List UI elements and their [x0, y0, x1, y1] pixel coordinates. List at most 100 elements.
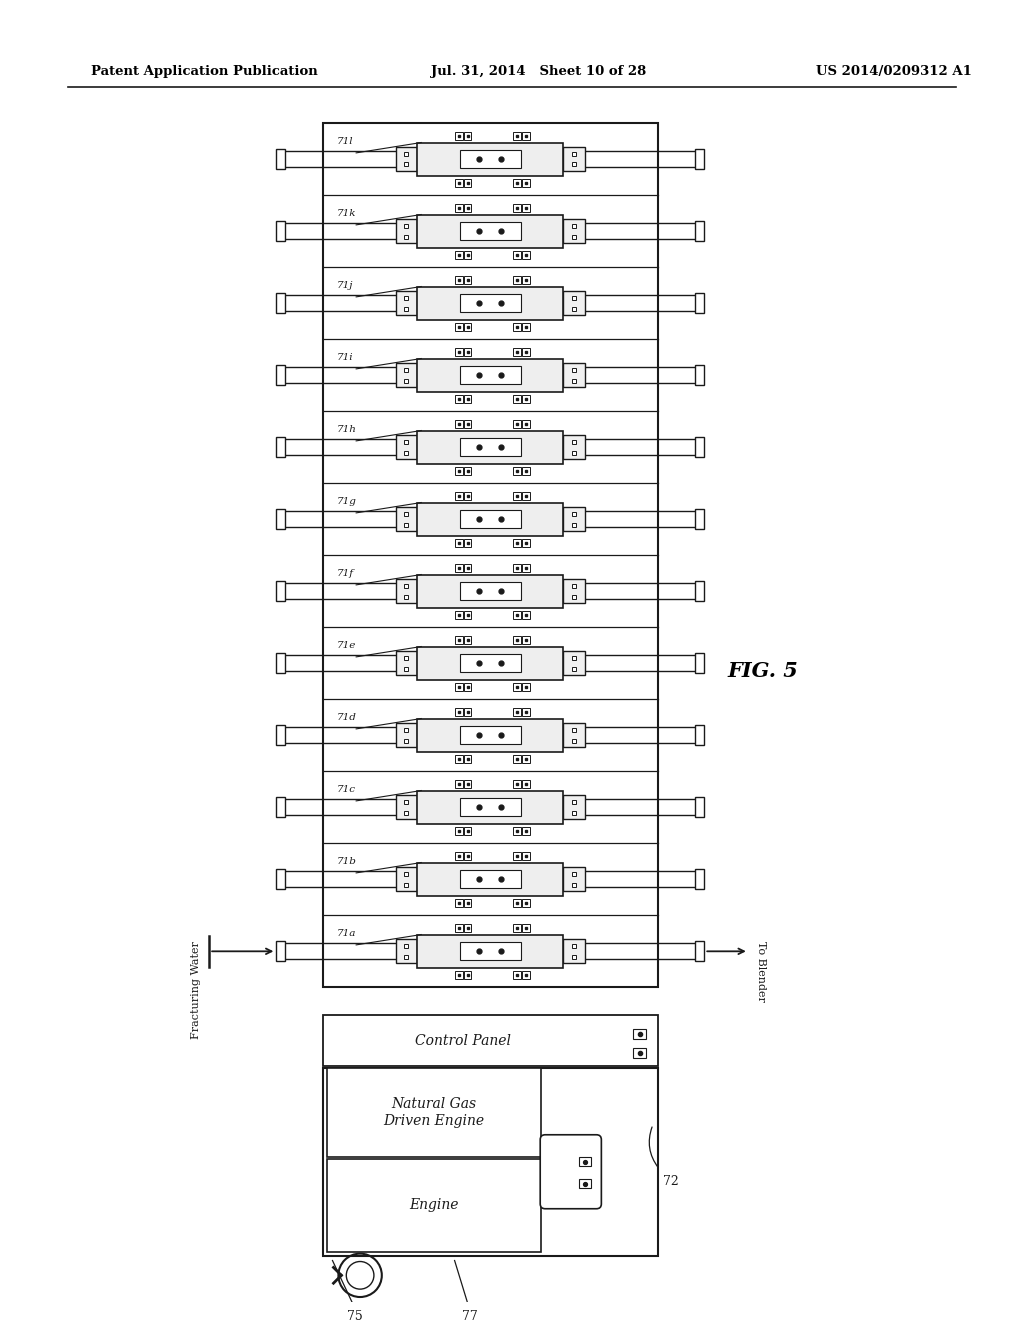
Bar	[276, 222, 285, 242]
Bar	[460, 726, 521, 744]
Bar	[455, 132, 463, 140]
Bar	[513, 636, 521, 644]
Bar	[513, 780, 521, 788]
Bar	[513, 755, 521, 763]
Bar	[563, 867, 585, 891]
Bar	[455, 682, 463, 690]
Bar	[522, 972, 529, 979]
Bar	[460, 511, 521, 528]
Bar	[522, 251, 529, 259]
Bar	[563, 652, 585, 675]
Bar	[455, 491, 463, 499]
Bar	[522, 132, 529, 140]
Bar	[522, 347, 529, 355]
Text: 71h: 71h	[337, 425, 356, 434]
Bar	[455, 755, 463, 763]
Bar	[522, 708, 529, 715]
Bar	[522, 491, 529, 499]
Bar	[563, 148, 585, 172]
Bar	[276, 510, 285, 529]
Bar	[563, 292, 585, 315]
Bar	[513, 347, 521, 355]
Bar	[464, 899, 471, 907]
Bar	[522, 924, 529, 932]
Bar	[464, 323, 471, 331]
Text: Control Panel: Control Panel	[416, 1034, 511, 1048]
Bar	[460, 655, 521, 672]
Bar	[464, 755, 471, 763]
Bar	[513, 420, 521, 428]
Bar	[464, 780, 471, 788]
Bar	[464, 636, 471, 644]
Bar	[395, 867, 418, 891]
Text: 71g: 71g	[337, 498, 356, 506]
Bar	[522, 636, 529, 644]
Bar	[522, 851, 529, 859]
Bar	[695, 653, 705, 673]
Bar	[327, 1068, 542, 1156]
Bar	[276, 437, 285, 457]
Bar	[464, 972, 471, 979]
Bar	[455, 203, 463, 211]
Bar	[513, 924, 521, 932]
Bar	[695, 437, 705, 457]
Bar	[513, 611, 521, 619]
Text: 71f: 71f	[337, 569, 353, 578]
Bar	[460, 582, 521, 601]
Bar	[563, 723, 585, 747]
Text: 71l: 71l	[337, 137, 353, 147]
Bar	[464, 539, 471, 546]
Bar	[455, 323, 463, 331]
Bar	[460, 799, 521, 816]
Bar	[513, 564, 521, 572]
Bar	[563, 219, 585, 243]
Bar	[563, 507, 585, 531]
Bar	[464, 682, 471, 690]
Bar	[563, 579, 585, 603]
Bar	[455, 564, 463, 572]
Bar	[695, 870, 705, 890]
Bar	[276, 653, 285, 673]
FancyBboxPatch shape	[541, 1135, 601, 1209]
Bar	[395, 148, 418, 172]
Bar	[418, 935, 563, 968]
Bar	[418, 143, 563, 176]
Bar	[460, 294, 521, 312]
Bar	[579, 1158, 591, 1167]
Bar	[513, 132, 521, 140]
Bar	[633, 1028, 646, 1039]
Bar	[695, 149, 705, 169]
Bar	[695, 941, 705, 961]
Text: 72: 72	[663, 1175, 679, 1188]
Bar	[455, 276, 463, 284]
Bar	[464, 828, 471, 836]
Bar	[460, 438, 521, 457]
Bar	[522, 467, 529, 475]
Bar	[522, 323, 529, 331]
Text: To Blender: To Blender	[756, 941, 766, 1002]
Bar	[460, 222, 521, 240]
Text: Patent Application Publication: Patent Application Publication	[91, 65, 317, 78]
Bar	[522, 828, 529, 836]
Bar	[464, 924, 471, 932]
Bar	[418, 862, 563, 896]
Bar	[418, 430, 563, 465]
Bar	[455, 972, 463, 979]
Bar	[513, 323, 521, 331]
Bar	[695, 293, 705, 313]
Bar	[513, 708, 521, 715]
Bar	[513, 395, 521, 403]
Bar	[513, 972, 521, 979]
Bar	[522, 899, 529, 907]
Bar	[464, 395, 471, 403]
Bar	[464, 708, 471, 715]
Bar	[418, 647, 563, 680]
Bar	[522, 276, 529, 284]
Bar	[276, 149, 285, 169]
Bar	[460, 367, 521, 384]
Bar	[695, 222, 705, 242]
Bar	[418, 286, 563, 319]
Bar	[276, 366, 285, 385]
Bar	[418, 359, 563, 392]
Bar	[563, 363, 585, 387]
